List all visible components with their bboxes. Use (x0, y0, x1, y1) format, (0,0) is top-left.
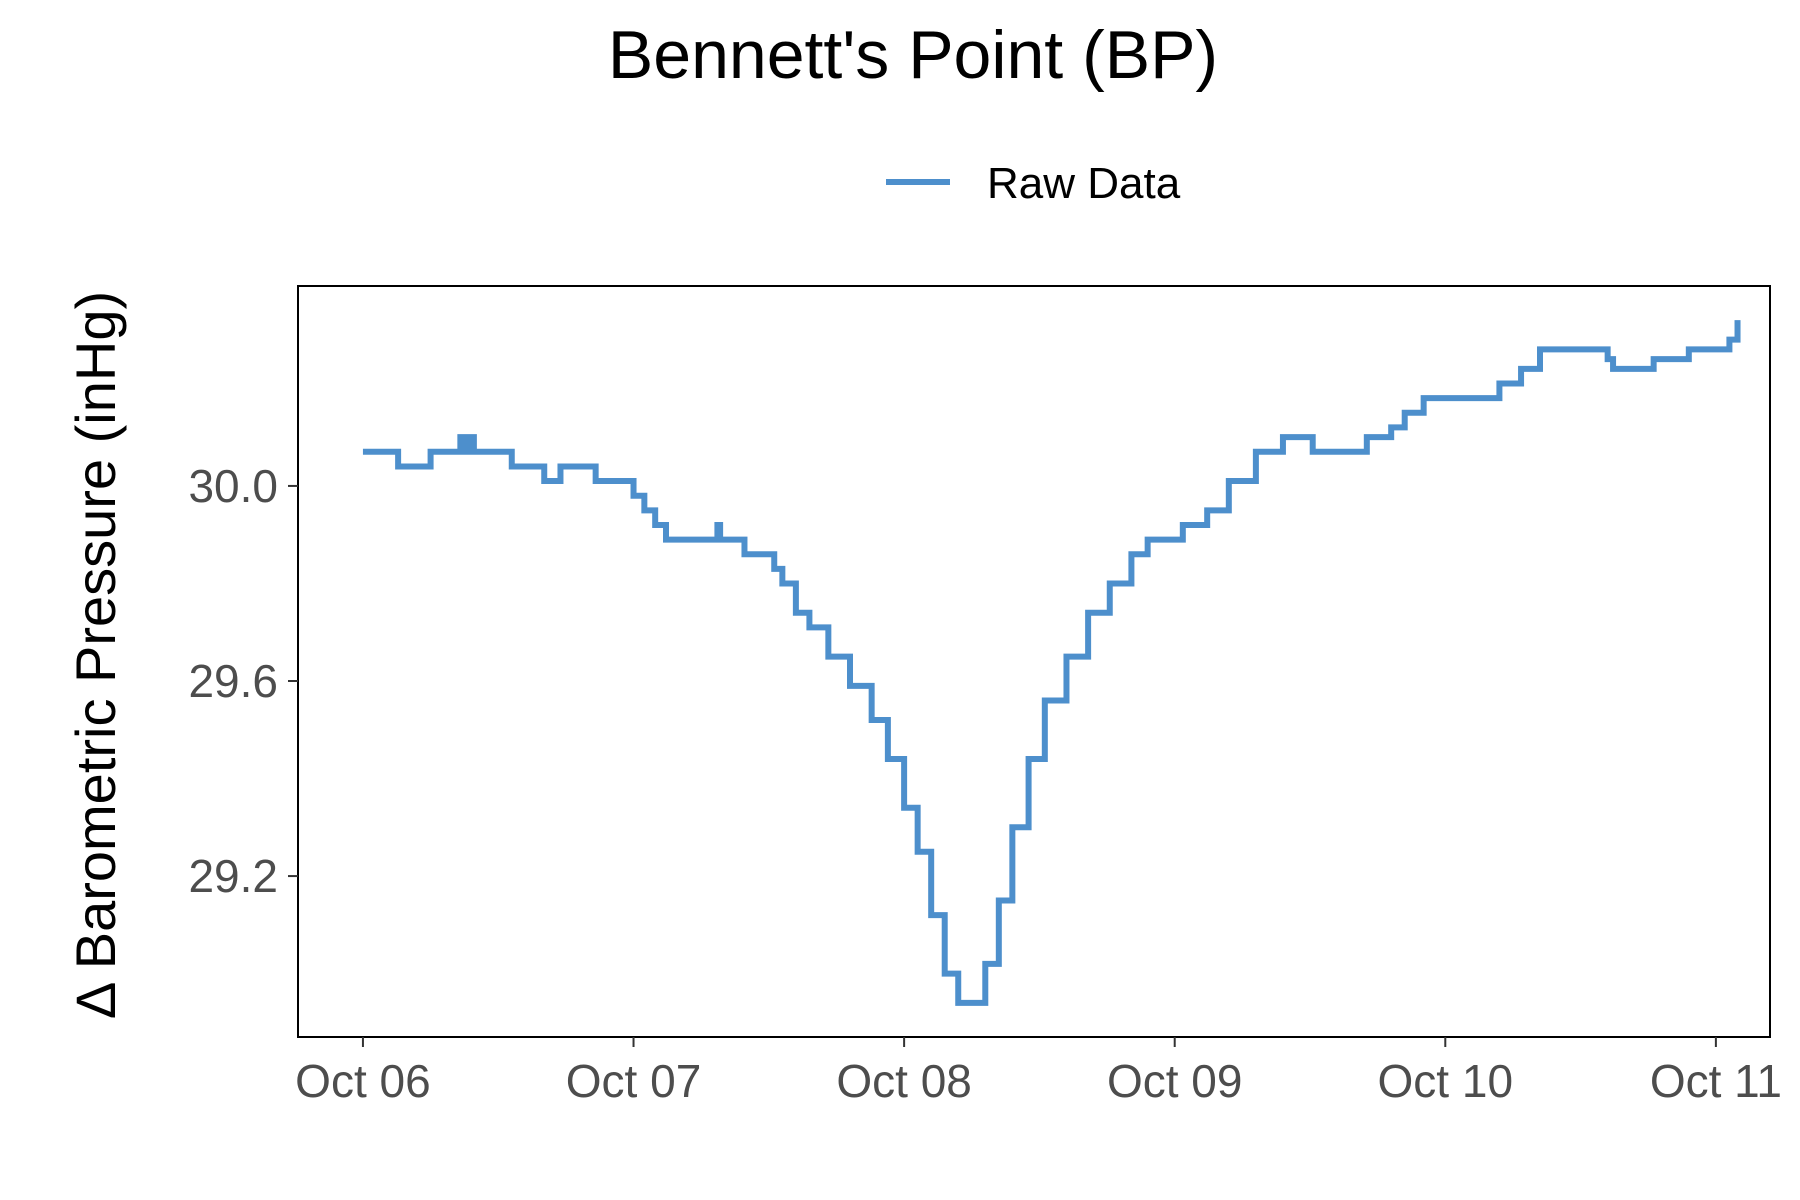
y-tick-label: 30.0 (188, 460, 278, 512)
series-line-raw-data (362, 320, 1741, 1006)
chart-title: Bennett's Point (BP) (608, 17, 1218, 93)
legend: Raw Data (886, 159, 1181, 208)
x-tick-label: Oct 09 (1107, 1055, 1243, 1107)
plot-panel-border (297, 285, 1771, 1038)
y-tick-label: 29.2 (188, 850, 278, 902)
x-axis: Oct 06 Oct 07 Oct 08 Oct 09 Oct 10 Oct 11 (295, 1037, 1782, 1107)
y-axis: 29.2 29.6 30.0 (188, 460, 298, 902)
x-tick-label: Oct 10 (1378, 1055, 1514, 1107)
y-axis-title: Δ Barometric Pressure (inHg) (64, 291, 127, 1019)
x-tick-label: Oct 08 (836, 1055, 972, 1107)
legend-label-raw-data: Raw Data (987, 159, 1181, 208)
series-layer (362, 320, 1741, 1006)
y-tick-label: 29.6 (188, 655, 278, 707)
x-tick-label: Oct 06 (295, 1055, 431, 1107)
x-tick-label: Oct 07 (566, 1055, 702, 1107)
x-tick-label: Oct 11 (1650, 1055, 1782, 1107)
